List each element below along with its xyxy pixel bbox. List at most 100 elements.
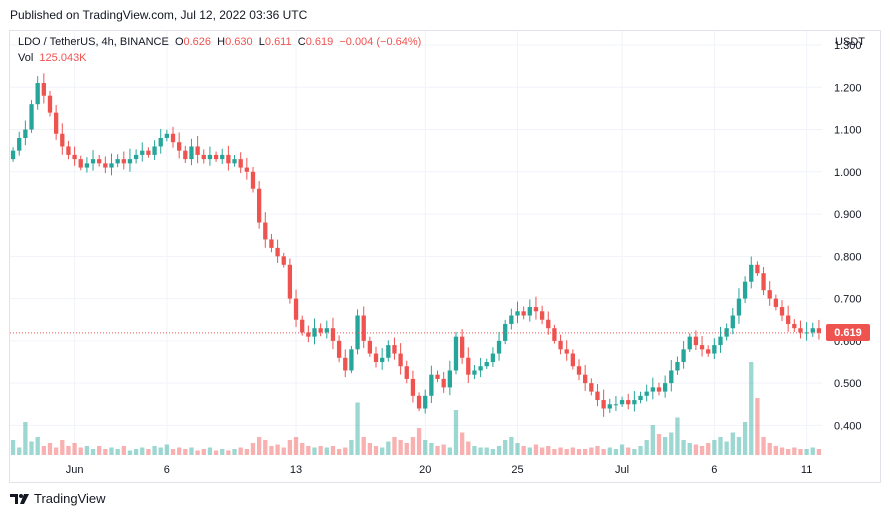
x-tick-label: Jul: [615, 464, 629, 476]
volume-bar: [256, 437, 262, 455]
volume-bar: [718, 437, 723, 455]
volume-bar: [509, 437, 514, 455]
y-tick-label: 1.300: [834, 40, 862, 52]
close-value: 0.619: [305, 36, 334, 48]
volume-bar: [810, 447, 815, 455]
y-tick-label: 1.000: [834, 167, 862, 179]
volume-bar: [177, 447, 182, 455]
volume-bar: [459, 432, 465, 455]
y-tick-label: 1.200: [834, 82, 862, 94]
volume-bar: [416, 428, 422, 455]
volume-bar: [195, 450, 200, 455]
candle-body: [466, 357, 471, 375]
volume-bar: [706, 443, 711, 455]
volume-bar: [207, 447, 213, 455]
candle-body: [281, 256, 286, 265]
volume-bar: [441, 444, 446, 455]
volume-bar: [607, 447, 612, 455]
volume-bar: [429, 443, 434, 455]
candle-body: [60, 133, 65, 147]
candle-body: [103, 163, 108, 168]
candle-body: [164, 133, 170, 138]
candle-body: [662, 383, 668, 392]
volume-bar: [140, 447, 145, 455]
volume-bar: [133, 449, 139, 455]
volume-bar: [330, 446, 336, 455]
candle-body: [490, 353, 496, 363]
volume-bar: [115, 449, 120, 455]
volume-bar: [41, 446, 46, 455]
y-tick-label: 0.500: [834, 378, 862, 390]
volume-bar: [170, 449, 176, 455]
volume-bar: [281, 447, 286, 455]
volume-value: 125.043K: [39, 52, 87, 64]
volume-bar: [17, 447, 22, 455]
volume-bar: [410, 437, 416, 455]
candle-body: [613, 404, 619, 406]
volume-bar: [324, 447, 329, 455]
candle-body: [90, 159, 96, 164]
volume-bar: [361, 437, 366, 455]
candle-body: [53, 112, 59, 134]
candle-body: [121, 159, 126, 164]
candle-body: [706, 349, 711, 354]
price-axis-currency: USDT: [835, 36, 865, 48]
candle-body: [66, 146, 71, 155]
volume-bar: [250, 443, 256, 455]
candle-body: [576, 366, 582, 375]
candle-body: [687, 336, 692, 350]
volume-bar: [761, 437, 766, 455]
volume-bar: [638, 446, 643, 455]
volume-bar: [355, 402, 360, 455]
x-tick-label: Jun: [66, 464, 84, 476]
candle-body: [447, 370, 452, 388]
candle-body: [158, 137, 163, 147]
volume-bar: [558, 447, 563, 455]
volume-bar: [576, 449, 582, 455]
candle-body: [367, 340, 373, 354]
y-tick-label: 0.400: [834, 420, 862, 432]
volume-bar: [521, 446, 526, 455]
candle-body: [539, 311, 545, 320]
y-tick-label: 0.800: [834, 251, 862, 263]
volume-bar: [503, 440, 508, 455]
volume-bar: [35, 437, 40, 455]
volume-bar: [367, 443, 373, 455]
volume-bar: [632, 449, 637, 455]
volume-bar: [650, 425, 655, 455]
volume-bar: [60, 440, 65, 455]
candle-body: [816, 328, 822, 333]
candle-body: [109, 163, 114, 168]
candle-body: [515, 311, 520, 316]
candle-body: [35, 83, 40, 105]
volume-bar: [97, 446, 102, 455]
candle-body: [619, 400, 625, 405]
candle-body: [256, 188, 262, 223]
candle-body: [306, 332, 311, 337]
candle-body: [761, 273, 766, 291]
volume-bar: [53, 447, 59, 455]
volume-bar: [453, 410, 459, 455]
volume-bar: [398, 440, 403, 455]
tradingview-footer[interactable]: TradingView: [10, 491, 106, 506]
candle-body: [792, 323, 797, 329]
symbol-label[interactable]: LDO / TetherUS, 4h, BINANCE: [18, 36, 169, 48]
change-value: −0.004 (−0.64%): [339, 36, 422, 48]
volume-bar: [681, 440, 686, 455]
volume-bar: [736, 437, 742, 455]
candle-body: [336, 340, 342, 358]
candle-body: [564, 349, 569, 354]
volume-bar: [152, 446, 157, 455]
candle-body: [435, 374, 440, 379]
volume-bar: [626, 447, 631, 455]
volume-bar: [238, 447, 243, 455]
candle-body: [404, 366, 409, 379]
low-label: L: [258, 36, 265, 48]
volume-bar: [675, 417, 680, 455]
x-tick-label: 20: [419, 464, 431, 476]
volume-bar: [773, 446, 779, 455]
volume-bar: [515, 443, 520, 455]
candle-body: [786, 315, 791, 324]
volume-bar: [496, 446, 502, 455]
